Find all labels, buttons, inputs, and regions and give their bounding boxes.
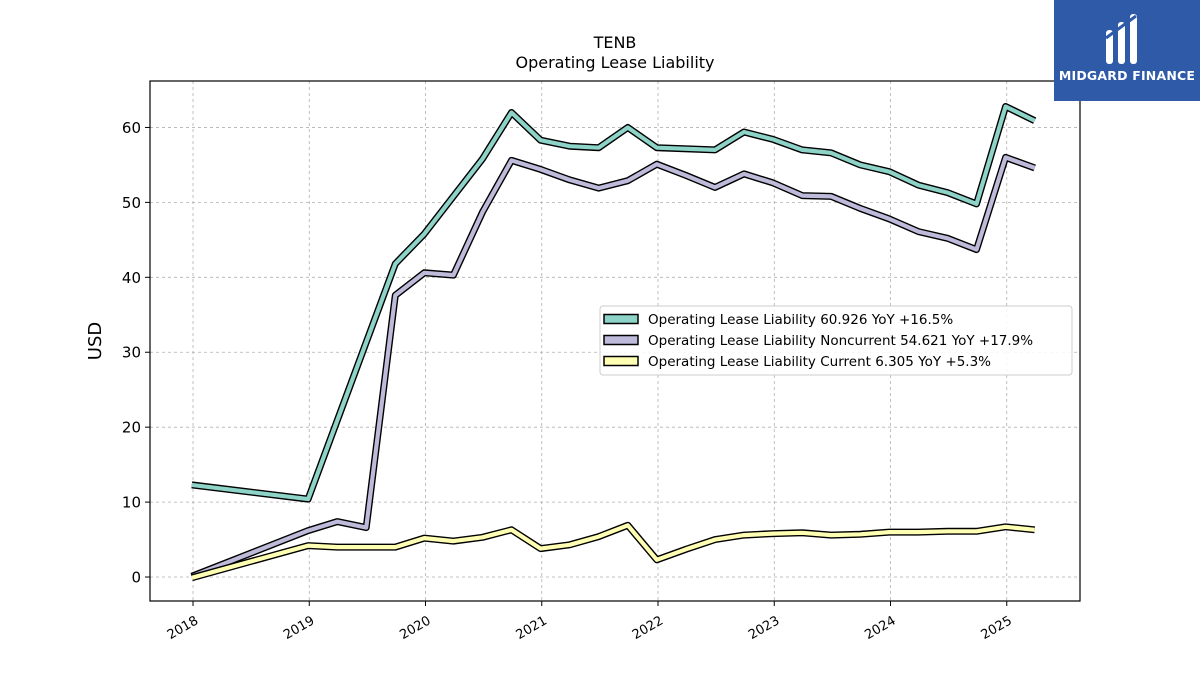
x-tick-label: 2023 <box>746 613 782 643</box>
series-line-operating-lease-liability <box>191 104 1036 502</box>
x-tick-label: 2021 <box>514 613 550 643</box>
y-tick-label: 10 <box>122 494 141 512</box>
y-tick-label: 60 <box>122 119 141 137</box>
series-line-operating-lease-liability-current <box>191 523 1035 580</box>
x-tick-label: 2018 <box>165 613 201 643</box>
legend-swatch <box>603 334 639 346</box>
legend-box <box>599 305 1073 376</box>
y-axis-label: USD <box>85 322 106 360</box>
x-tick-label: 2020 <box>397 613 433 643</box>
chart-subtitle: Operating Lease Liability <box>515 53 714 72</box>
x-tick-label: 2022 <box>630 613 666 643</box>
y-tick-label: 50 <box>122 194 141 212</box>
series-line-operating-lease-liability-outline <box>191 103 1037 503</box>
legend-label: Operating Lease Liability Current 6.305 … <box>648 354 991 370</box>
axis-ticks: 0 10 20 30 40 50 60 2018 2019 2020 2021 2022 2023 202… <box>122 119 1015 643</box>
legend-swatch <box>603 313 639 325</box>
brand-name: MIDGARD FINANCE <box>1058 68 1196 83</box>
plot-frame <box>149 80 1081 602</box>
chart-title: TENB <box>593 33 637 52</box>
brand-mark-icon <box>1105 14 1137 64</box>
series-line-operating-lease-liability-noncurrent <box>191 155 1036 579</box>
legend-label: Operating Lease Liability 60.926 YoY +16… <box>648 312 953 328</box>
y-tick-label: 40 <box>122 269 141 287</box>
legend-label: Operating Lease Liability Noncurrent 54.… <box>648 333 1033 349</box>
y-tick-label: 0 <box>131 569 141 587</box>
legend: Operating Lease Liability 60.926 YoY +16… <box>599 305 1073 376</box>
x-tick-label: 2025 <box>979 613 1015 643</box>
legend-swatch <box>603 355 639 367</box>
y-tick-label: 20 <box>122 419 141 437</box>
series-group <box>190 103 1037 582</box>
x-tick-label: 2024 <box>862 613 898 643</box>
brand-logo: MIDGARD FINANCE <box>1054 0 1200 101</box>
x-tick-label: 2019 <box>281 613 317 643</box>
y-tick-label: 30 <box>122 344 141 362</box>
